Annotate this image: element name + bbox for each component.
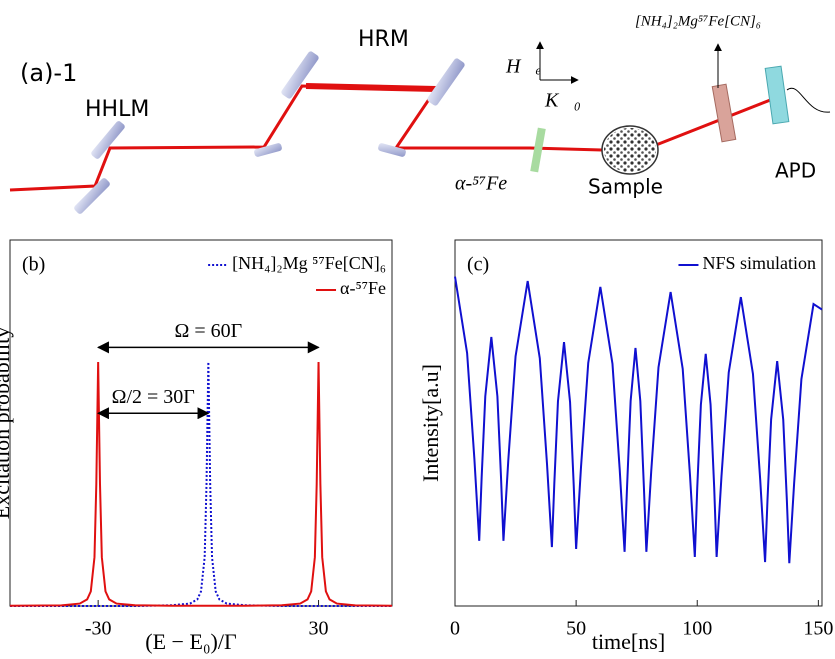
x-tick-label: 0 xyxy=(450,618,460,640)
sample-label: Sample xyxy=(588,175,663,199)
plot-frame xyxy=(454,239,823,607)
detector xyxy=(764,65,790,125)
annotation-text: Ω/2 = 30Γ xyxy=(112,386,195,408)
data-line xyxy=(9,361,393,607)
sample-grains xyxy=(604,128,656,172)
x-axis-label: time[ns] xyxy=(592,629,665,654)
mirror xyxy=(427,58,465,106)
legend-label: α-⁵⁷Fe xyxy=(340,278,386,298)
mirror xyxy=(378,143,406,157)
legend-label: [NH₄]₂Mg ⁵⁷Fe[CN]₆ xyxy=(232,253,386,273)
x-tick-label: -30 xyxy=(85,618,112,640)
mirror xyxy=(254,143,282,157)
mirror xyxy=(91,121,125,159)
field-label: H⃗ₑ xyxy=(505,56,541,78)
x-tick-label: 50 xyxy=(566,618,586,640)
x-tick-label: 100 xyxy=(682,618,712,640)
mirror xyxy=(74,178,110,214)
analyzer-label: [NH₄]₂Mg⁵⁷Fe[CN]₆ xyxy=(635,13,761,29)
y-axis-label: Excitation probability xyxy=(0,327,14,519)
mirror xyxy=(281,51,319,99)
reference-label: α-⁵⁷Fe xyxy=(455,173,507,195)
reference-foil xyxy=(530,127,546,173)
data-line xyxy=(454,276,823,564)
panel-label: (a)-1 xyxy=(20,59,77,87)
beam xyxy=(655,95,779,147)
x-tick-label: 30 xyxy=(309,618,329,640)
detector-label: APD xyxy=(775,159,816,183)
hhlm-label: HHLM xyxy=(85,97,149,122)
setup-diagram: (a)-1 HHLM HRM H⃗ₑ K⃗₀ [NH₄]₂Mg⁵⁷Fe[CN]₆… xyxy=(9,13,831,214)
detector-cable xyxy=(786,87,831,113)
analyzer-foil xyxy=(711,83,737,143)
x-tick-label: 150 xyxy=(803,618,833,640)
hrm-label: HRM xyxy=(358,27,409,52)
panel-label: (b) xyxy=(22,254,45,276)
beam xyxy=(9,84,603,192)
x-axis-label: (E − E₀)/Γ xyxy=(145,629,237,654)
legend-label: NFS simulation xyxy=(702,253,816,273)
data-line xyxy=(10,361,392,607)
plot-frame xyxy=(9,239,393,607)
hrm-beam xyxy=(305,83,437,92)
panel-label: (c) xyxy=(467,254,489,276)
annotation-text: Ω = 60Γ xyxy=(174,320,242,342)
y-axis-label: Intensity[a.u] xyxy=(418,364,443,482)
wavevector-label: K⃗₀ xyxy=(544,90,581,112)
